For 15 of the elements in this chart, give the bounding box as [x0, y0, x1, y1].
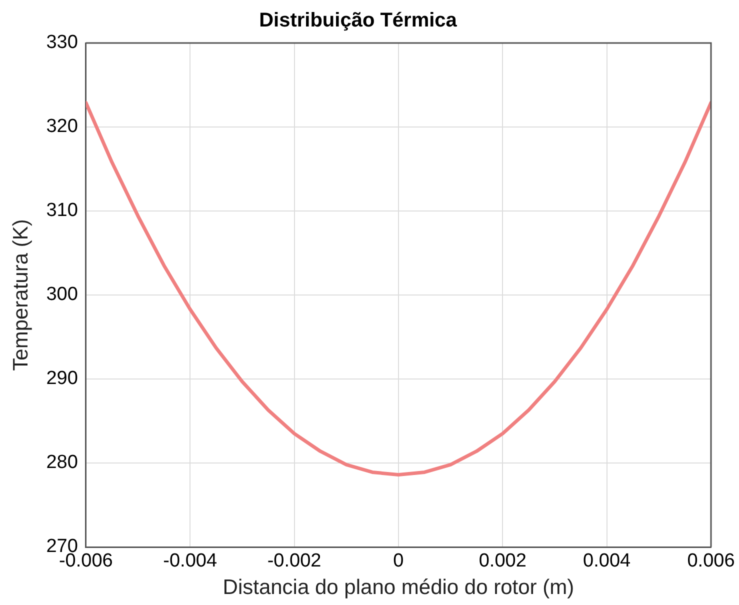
x-tick-label: 0.002 [478, 550, 526, 572]
y-tick-label: 300 [46, 284, 78, 306]
y-tick-label: 320 [46, 116, 78, 138]
x-tick-label: -0.002 [267, 550, 322, 572]
y-tick-label: 290 [46, 368, 78, 390]
y-tick-label: 280 [46, 452, 78, 474]
x-tick-label: -0.004 [163, 550, 218, 572]
x-tick-label: 0 [393, 550, 404, 572]
x-tick-label: 0.006 [687, 550, 735, 572]
x-tick-label: 0.004 [583, 550, 632, 572]
chart-title: Distribuição Térmica [259, 10, 458, 32]
y-tick-label: 330 [46, 32, 78, 54]
y-axis-title: Temperatura (K) [9, 219, 32, 371]
x-axis-title: Distancia do plano médio do rotor (m) [222, 576, 574, 600]
y-tick-label: 310 [46, 200, 78, 222]
